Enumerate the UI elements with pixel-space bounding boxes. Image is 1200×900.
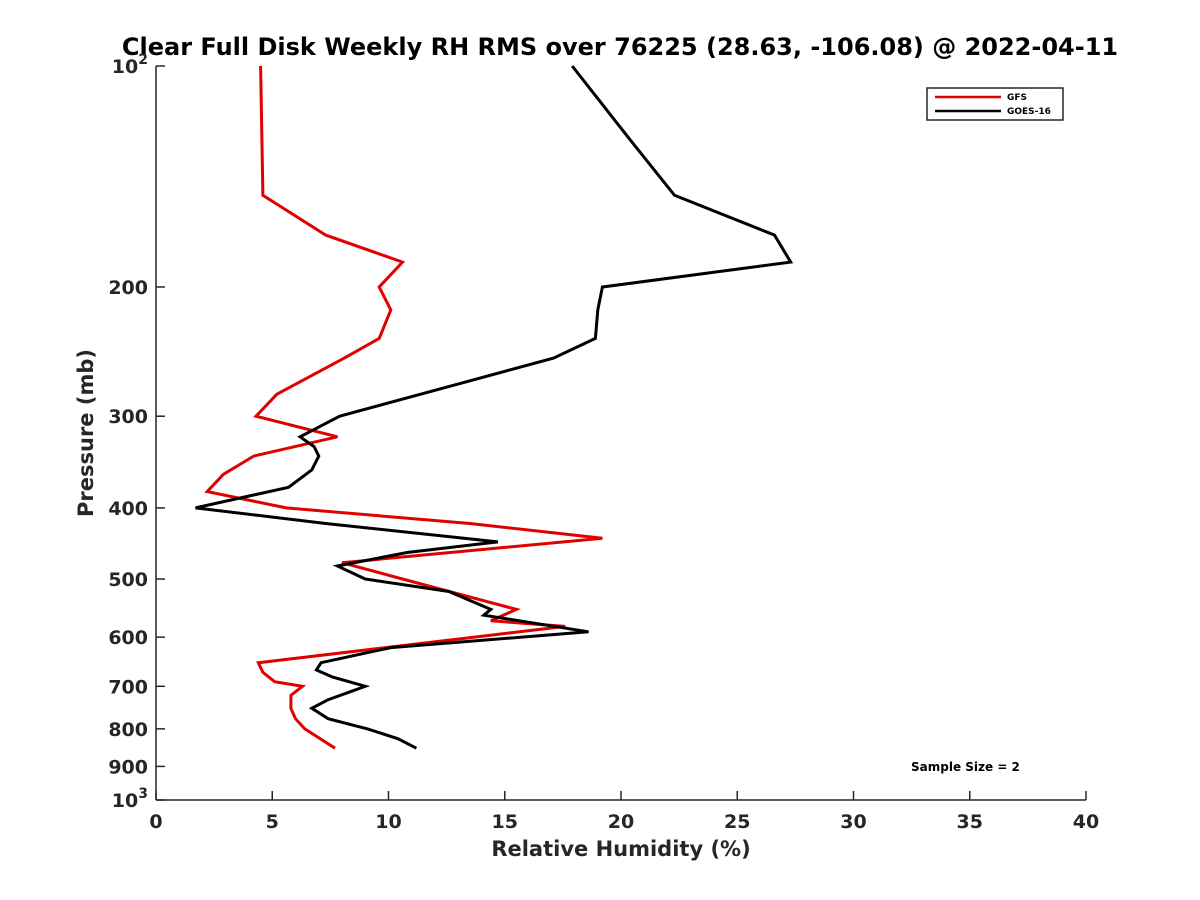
x-tick-label: 20 xyxy=(608,811,634,833)
series-layer xyxy=(195,65,794,750)
legend-box xyxy=(926,87,1064,121)
legend: GFS GOES-16 xyxy=(926,87,1064,121)
y-axis-ticks: 102 200 300 400 500 600 700 800 900 103 xyxy=(108,52,165,812)
y-tick-label: 900 xyxy=(108,756,148,778)
y-tick-label: 400 xyxy=(108,498,148,520)
y-tick-label: 600 xyxy=(108,627,148,649)
y-tick-label: 500 xyxy=(108,569,148,591)
y-tick-label: 700 xyxy=(108,676,148,698)
x-axis-label: Relative Humidity (%) xyxy=(491,837,750,861)
legend-goes16-label: GOES-16 xyxy=(1007,107,1051,117)
x-tick-label: 35 xyxy=(957,811,983,833)
x-tick-label: 10 xyxy=(375,811,401,833)
x-tick-label: 40 xyxy=(1073,811,1099,833)
y-tick-label: 200 xyxy=(108,277,148,299)
x-axis-ticks: 0 5 10 15 20 25 30 35 40 xyxy=(149,791,1099,833)
y-tick-label: 800 xyxy=(108,719,148,741)
legend-gfs-label: GFS xyxy=(1007,93,1027,103)
y-tick-label: 300 xyxy=(108,406,148,428)
y-tick-label: 102 xyxy=(112,52,148,78)
series-line-gfs xyxy=(204,65,603,750)
x-tick-label: 0 xyxy=(149,811,162,833)
x-tick-label: 5 xyxy=(266,811,279,833)
x-tick-label: 30 xyxy=(840,811,866,833)
y-axis-label: Pressure (mb) xyxy=(74,349,98,517)
sample-size-annotation: Sample Size = 2 xyxy=(911,760,1020,774)
y-tick-label: 103 xyxy=(112,786,148,812)
series-line-goes-16 xyxy=(195,65,794,750)
x-tick-label: 15 xyxy=(492,811,518,833)
chart-title: Clear Full Disk Weekly RH RMS over 76225… xyxy=(122,33,1118,61)
x-tick-label: 25 xyxy=(724,811,750,833)
